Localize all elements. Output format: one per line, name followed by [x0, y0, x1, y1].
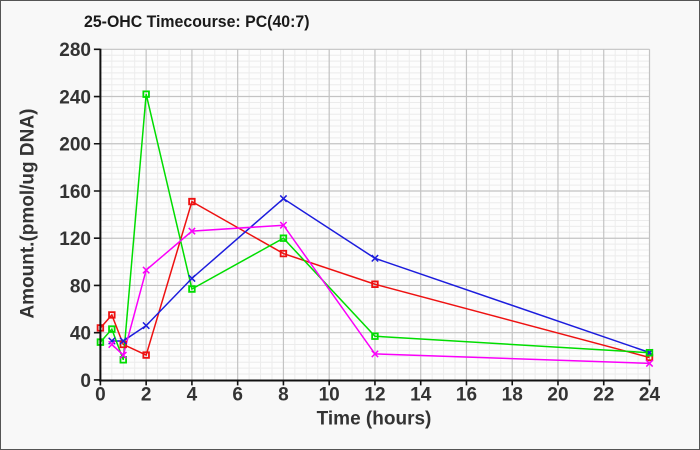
svg-text:200: 200	[59, 134, 91, 155]
svg-text:14: 14	[410, 384, 432, 405]
svg-text:6: 6	[232, 384, 243, 405]
svg-text:0: 0	[80, 370, 91, 391]
svg-text:Amount.(pmol/ug DNA): Amount.(pmol/ug DNA)	[17, 108, 38, 318]
svg-text:160: 160	[59, 181, 91, 202]
svg-text:240: 240	[59, 87, 91, 108]
svg-text:16: 16	[455, 384, 476, 405]
svg-text:8: 8	[278, 384, 289, 405]
svg-text:18: 18	[501, 384, 522, 405]
svg-text:280: 280	[59, 40, 91, 61]
svg-text:25-OHC Timecourse: PC(40:7): 25-OHC Timecourse: PC(40:7)	[84, 12, 310, 31]
svg-text:80: 80	[69, 276, 90, 297]
svg-text:40: 40	[69, 323, 90, 344]
svg-text:20: 20	[547, 384, 568, 405]
svg-text:120: 120	[59, 229, 91, 250]
svg-text:12: 12	[364, 384, 385, 405]
svg-text:24: 24	[638, 384, 660, 405]
svg-text:10: 10	[318, 384, 339, 405]
svg-text:4: 4	[186, 384, 197, 405]
svg-text:0: 0	[95, 384, 106, 405]
svg-text:Time (hours): Time (hours)	[316, 408, 431, 429]
svg-text:2: 2	[140, 384, 151, 405]
svg-text:22: 22	[593, 384, 614, 405]
